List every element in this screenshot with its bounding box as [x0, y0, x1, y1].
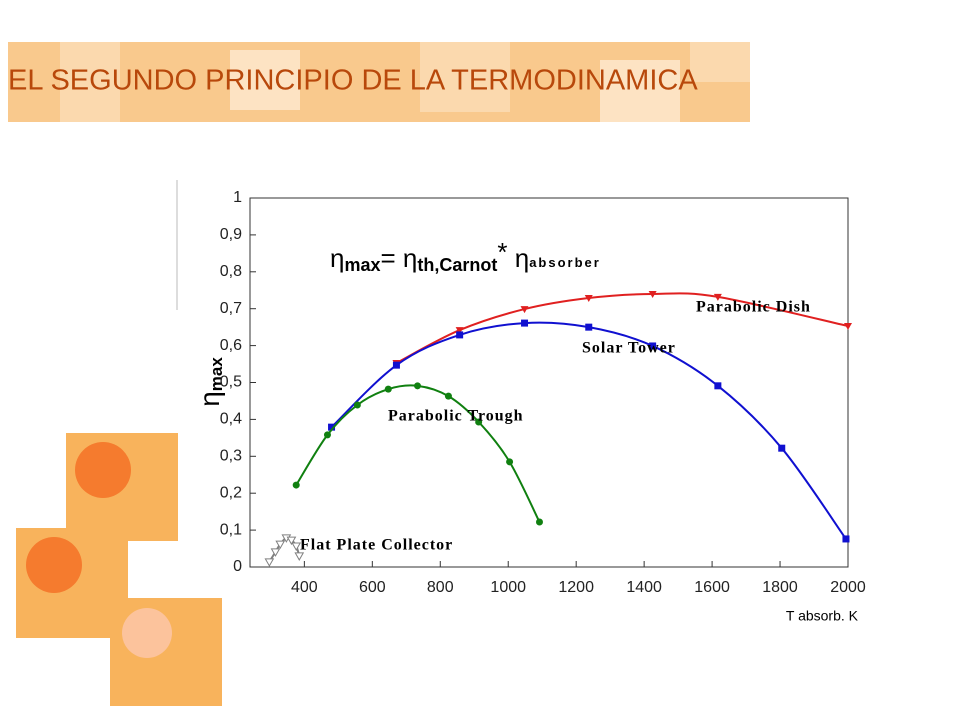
- series-label: Parabolic Dish: [696, 299, 811, 316]
- marker: [456, 331, 464, 339]
- y-tick-label: 0,2: [220, 484, 242, 501]
- marker: [291, 542, 302, 551]
- marker: [270, 548, 281, 557]
- marker: [714, 382, 722, 390]
- marker: [778, 444, 786, 452]
- y-tick-label: 0,4: [220, 411, 242, 428]
- x-tick-label: 1800: [762, 579, 798, 596]
- x-tick-label: 2000: [830, 579, 866, 596]
- y-tick-label: 0,7: [220, 300, 242, 317]
- y-tick-label: 1: [233, 189, 242, 206]
- y-tick-label: 0,3: [220, 448, 242, 465]
- marker: [455, 327, 464, 335]
- marker: [649, 342, 657, 350]
- x-tick-label: 800: [427, 579, 454, 596]
- title-banner: [8, 42, 750, 122]
- marker: [392, 361, 400, 369]
- marker: [264, 558, 275, 567]
- marker: [584, 294, 593, 302]
- x-tick-label: 1400: [626, 579, 662, 596]
- decoration: [16, 180, 222, 706]
- formula: ηmax= ηth,Carnot* ηabsorber: [330, 237, 601, 275]
- x-tick-label: 400: [291, 579, 318, 596]
- marker: [506, 458, 514, 466]
- y-tick-label: 0,6: [220, 337, 242, 354]
- y-tick-label: 0,5: [220, 374, 242, 391]
- series-label: Parabolic Trough: [388, 408, 524, 425]
- marker: [286, 536, 297, 546]
- marker: [842, 535, 850, 543]
- x-axis-label: T absorb. K: [786, 608, 859, 624]
- slide-title: EL SEGUNDO PRINCIPIO DE LA TERMODINAMICA: [8, 65, 698, 97]
- marker: [323, 431, 331, 439]
- marker: [328, 423, 336, 431]
- y-tick-label: 0,9: [220, 226, 242, 243]
- series-line: [295, 384, 541, 523]
- marker: [535, 518, 543, 526]
- x-tick-label: 600: [359, 579, 386, 596]
- y-tick-label: 0,1: [220, 521, 242, 538]
- marker: [844, 323, 852, 331]
- marker: [520, 306, 529, 314]
- x-tick-label: 1600: [694, 579, 730, 596]
- marker: [275, 540, 286, 550]
- x-tick-label: 1000: [490, 579, 526, 596]
- marker: [585, 323, 593, 331]
- series-label: Solar Tower: [582, 340, 676, 357]
- marker: [353, 401, 361, 409]
- marker: [384, 385, 392, 393]
- marker: [294, 552, 305, 561]
- marker: [713, 293, 722, 301]
- marker: [292, 481, 300, 489]
- marker: [521, 319, 529, 327]
- marker: [648, 290, 657, 298]
- y-tick-label: 0,8: [220, 263, 242, 280]
- x-tick-label: 1200: [558, 579, 594, 596]
- marker: [475, 418, 483, 426]
- y-axis-label: ηmax: [194, 357, 226, 407]
- marker: [444, 392, 452, 400]
- marker: [414, 382, 422, 390]
- y-tick-label: 0: [233, 558, 242, 575]
- series-label: Flat Plate Collector: [300, 537, 453, 554]
